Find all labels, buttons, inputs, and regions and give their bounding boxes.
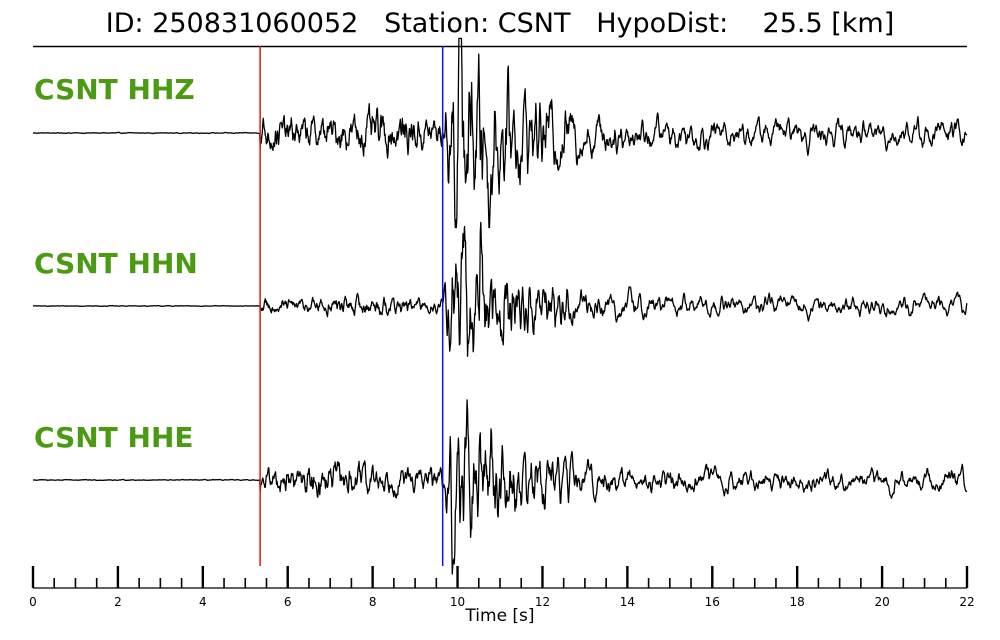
x-tick-label: 18 — [790, 595, 805, 609]
page-title: ID: 250831060052 Station: CSNT HypoDist:… — [0, 8, 1000, 39]
x-tick-label: 8 — [369, 595, 377, 609]
trace-label-hhe: CSNT HHE — [34, 421, 194, 454]
x-tick-label: 0 — [29, 595, 37, 609]
trace-label-hhz: CSNT HHZ — [34, 73, 195, 106]
traces-group — [32, 37, 968, 575]
x-tick-label: 20 — [874, 595, 889, 609]
station-name: CSNT — [497, 8, 571, 39]
trace-csnt-hhn — [32, 221, 968, 357]
trace-csnt-hhe — [32, 399, 968, 575]
x-tick-label: 2 — [114, 595, 122, 609]
hypodist-unit: [km] — [831, 8, 895, 39]
picks-group — [259, 46, 444, 566]
station-label: Station: — [384, 8, 490, 39]
hypodist-value: 25.5 — [762, 8, 823, 39]
x-tick-label: 4 — [199, 595, 207, 609]
event-id-label: ID: — [105, 8, 144, 39]
x-axis: 0 2 4 6 8 10 12 14 16 18 20 22 — [29, 566, 975, 609]
event-id: 250831060052 — [152, 8, 359, 39]
x-tick-label: 10 — [450, 595, 465, 609]
x-tick-label: 6 — [284, 595, 292, 609]
x-tick-label: 14 — [620, 595, 635, 609]
x-tick-label: 12 — [535, 595, 550, 609]
hypodist-label: HypoDist: — [596, 8, 729, 39]
trace-label-hhn: CSNT HHN — [34, 247, 198, 280]
x-tick-label: 22 — [959, 595, 974, 609]
trace-csnt-hhz — [32, 37, 968, 229]
x-tick-label: 16 — [705, 595, 720, 609]
x-axis-label: Time [s] — [465, 606, 535, 626]
